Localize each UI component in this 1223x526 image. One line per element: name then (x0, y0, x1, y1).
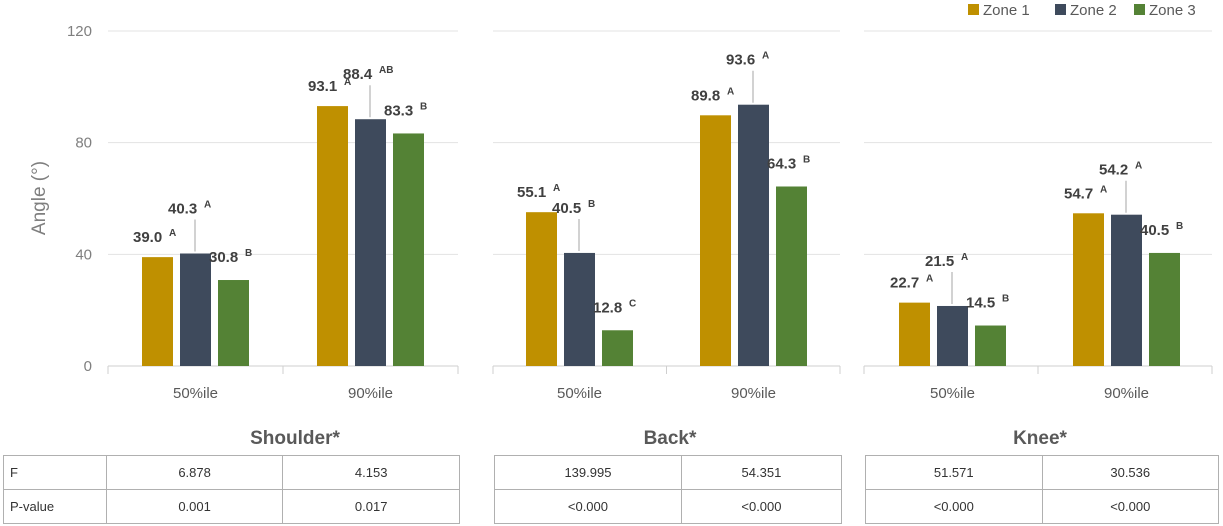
significance-letter: A (961, 252, 968, 263)
significance-letter: A (1135, 161, 1142, 172)
bar (180, 253, 211, 366)
panel-title: Knee* (1013, 428, 1067, 449)
data-label: 89.8 (691, 87, 720, 104)
significance-letter: B (803, 154, 810, 165)
data-label: 22.7 (890, 275, 919, 292)
significance-letter: A (553, 183, 560, 194)
y-axis-label: Angle (°) (29, 161, 50, 235)
table-cell: 139.995 (494, 455, 682, 490)
x-tick-label: 50%ile (173, 385, 218, 402)
y-tick-label: 80 (75, 135, 92, 152)
data-label: 64.3 (767, 155, 796, 172)
x-tick-label: 90%ile (731, 385, 776, 402)
data-label: 88.4 (343, 66, 373, 83)
significance-letter: B (420, 101, 427, 112)
bar (142, 257, 173, 366)
data-label: 55.1 (517, 184, 546, 201)
significance-letter: B (1002, 294, 1009, 305)
data-label: 12.8 (593, 299, 622, 316)
legend-label: Zone 3 (1149, 2, 1196, 19)
bar (355, 119, 386, 366)
table-row: <0.000 <0.000 (494, 489, 843, 524)
significance-letter: A (204, 199, 211, 210)
y-tick-label: 120 (67, 23, 92, 40)
data-label: 93.1 (308, 78, 337, 95)
significance-letter: A (762, 51, 769, 62)
legend-swatch (968, 4, 979, 15)
legend-label: Zone 1 (983, 2, 1030, 19)
significance-letter: A (727, 86, 734, 97)
x-tick-label: 50%ile (557, 385, 602, 402)
table-row: P-value 0.001 0.017 (3, 489, 460, 524)
x-tick-label: 90%ile (1104, 385, 1149, 402)
bar (899, 302, 930, 366)
y-tick-label: 0 (84, 358, 92, 375)
data-label: 40.3 (168, 200, 197, 217)
table-cell: 51.571 (865, 455, 1043, 490)
significance-letter: A (926, 274, 933, 285)
legend-label: Zone 2 (1070, 2, 1117, 19)
table-cell: 30.536 (1041, 455, 1219, 490)
table-cell: 6.878 (105, 455, 284, 490)
bar (393, 133, 424, 366)
bar (526, 212, 557, 366)
x-tick-label: 90%ile (348, 385, 393, 402)
legend-swatch (1134, 4, 1145, 15)
stats-table-shoulder: F 6.878 4.153 P-value 0.001 0.017 (3, 455, 460, 524)
bar (776, 186, 807, 366)
significance-letter: B (588, 199, 595, 210)
bar (738, 104, 769, 366)
significance-letter: C (629, 298, 636, 309)
table-row: F 6.878 4.153 (3, 455, 460, 490)
bar (564, 252, 595, 366)
panel-title: Back* (644, 428, 697, 449)
stats-table-back: 139.995 54.351 <0.000 <0.000 (494, 455, 843, 524)
data-label: 54.2 (1099, 162, 1128, 179)
table-cell: 4.153 (282, 455, 460, 490)
bar (937, 305, 968, 366)
table-row: 139.995 54.351 (494, 455, 843, 490)
stats-table-knee: 51.571 30.536 <0.000 <0.000 (865, 455, 1219, 524)
significance-letter: A (1100, 184, 1107, 195)
data-label: 30.8 (209, 249, 238, 266)
legend-swatch (1055, 4, 1066, 15)
data-label: 83.3 (384, 102, 413, 119)
data-label: 40.5 (1140, 222, 1169, 239)
significance-letter: A (344, 77, 351, 88)
x-tick-label: 50%ile (930, 385, 975, 402)
data-label: 14.5 (966, 295, 995, 312)
table-cell: <0.000 (1041, 489, 1219, 524)
row-label-p-value: P-value (3, 489, 107, 524)
data-label: 54.7 (1064, 185, 1093, 202)
bar (1149, 252, 1180, 366)
table-cell: 0.001 (105, 489, 284, 524)
significance-letter: B (245, 248, 252, 259)
data-label: 93.6 (726, 52, 755, 69)
data-label: 39.0 (133, 229, 162, 246)
data-label: 21.5 (925, 253, 954, 270)
table-row: 51.571 30.536 (865, 455, 1219, 490)
bar (1111, 214, 1142, 366)
data-label: 40.5 (552, 200, 581, 217)
table-cell: <0.000 (865, 489, 1043, 524)
bar (602, 330, 633, 366)
bar (1073, 213, 1104, 366)
bar (218, 280, 249, 366)
significance-letter: A (169, 228, 176, 239)
table-cell: <0.000 (680, 489, 843, 524)
bar (700, 115, 731, 366)
bar (975, 325, 1006, 366)
bar (317, 106, 348, 367)
table-row: <0.000 <0.000 (865, 489, 1219, 524)
panel-title: Shoulder* (250, 428, 340, 449)
significance-letter: AB (379, 65, 393, 76)
table-cell: 0.017 (282, 489, 460, 524)
row-label-f: F (3, 455, 107, 490)
significance-letter: B (1176, 221, 1183, 232)
y-tick-label: 40 (75, 246, 92, 263)
table-cell: 54.351 (680, 455, 843, 490)
table-cell: <0.000 (494, 489, 682, 524)
